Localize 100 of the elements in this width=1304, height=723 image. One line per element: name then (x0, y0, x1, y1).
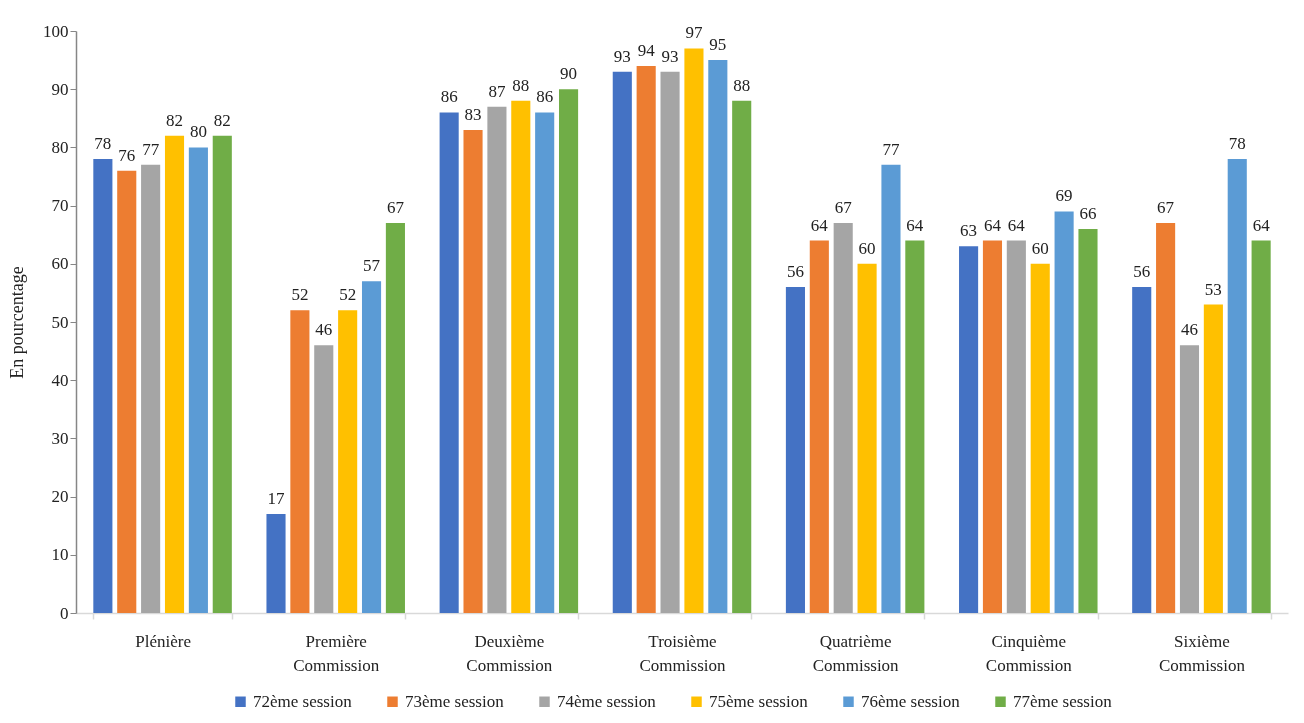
data-label: 57 (363, 256, 381, 276)
data-label: 83 (464, 104, 482, 124)
y-tick-label: 20 (51, 487, 69, 507)
x-tick-label: Deuxième Commission (466, 631, 553, 675)
data-label: 17 (267, 489, 286, 509)
data-label: 46 (315, 320, 333, 340)
y-tick-label: 60 (51, 254, 69, 274)
data-label: 95 (709, 35, 727, 55)
bar (982, 240, 1003, 613)
bar (1054, 211, 1074, 613)
data-label: 88 (512, 75, 530, 95)
y-axis-title: En pourcentage (7, 266, 27, 379)
bar (959, 246, 979, 613)
data-label: 53 (1204, 279, 1222, 299)
bar (785, 287, 805, 613)
data-label: 94 (637, 40, 656, 60)
bar (809, 240, 829, 613)
data-label: 63 (960, 221, 978, 241)
bar (141, 164, 161, 613)
data-label: 86 (440, 87, 458, 107)
data-label: 77 (882, 139, 900, 159)
data-label: 77 (142, 139, 160, 159)
data-label: 60 (858, 238, 876, 258)
bar (881, 164, 901, 613)
data-label: 46 (1180, 320, 1198, 340)
data-label: 56 (786, 262, 804, 282)
data-label: 78 (94, 134, 112, 154)
bar (439, 112, 459, 613)
bar (1156, 223, 1176, 613)
y-tick-label: 100 (43, 21, 69, 41)
bar (511, 100, 531, 613)
data-label: 64 (810, 215, 829, 235)
data-label: 60 (1031, 238, 1049, 258)
data-label: 93 (613, 46, 631, 66)
bar (535, 112, 555, 613)
data-label: 52 (339, 285, 357, 305)
data-label: 93 (661, 46, 679, 66)
y-tick-label: 90 (51, 79, 69, 99)
y-tick-label: 40 (51, 370, 69, 390)
bar (361, 281, 382, 613)
data-label: 67 (834, 198, 853, 218)
legend-label: 72ème session (253, 691, 353, 711)
data-label: 67 (1157, 198, 1175, 218)
y-tick-label: 0 (60, 603, 69, 623)
legend-label: 77ème session (1013, 691, 1113, 711)
bar (338, 310, 358, 613)
legend-label: 73ème session (405, 691, 505, 711)
data-label: 67 (386, 198, 405, 218)
bar (1227, 159, 1247, 613)
data-label: 80 (189, 122, 207, 142)
data-label: 97 (685, 23, 703, 43)
bar (1078, 228, 1098, 613)
x-tick-label: Plénière (135, 631, 191, 651)
y-tick-label: 70 (51, 196, 69, 216)
data-label: 90 (560, 64, 578, 84)
bar (1251, 240, 1271, 613)
bar (559, 89, 579, 613)
bar (660, 71, 680, 613)
y-tick-label: 30 (51, 428, 69, 448)
bar (314, 345, 334, 613)
data-label: 52 (291, 285, 309, 305)
data-label: 56 (1133, 262, 1151, 282)
bar (1203, 304, 1223, 613)
bar (487, 106, 507, 613)
legend-label: 74ème session (557, 691, 657, 711)
bar (684, 48, 704, 613)
data-label: 64 (906, 215, 924, 235)
x-tick-label: Quatrième Commission (812, 631, 900, 675)
bar (857, 263, 877, 613)
y-tick-label: 80 (51, 137, 69, 157)
data-label: 76 (118, 145, 136, 165)
bar (1132, 287, 1152, 613)
bar (905, 240, 925, 613)
bar (1179, 345, 1200, 613)
bar (164, 135, 185, 613)
bar (266, 514, 286, 613)
x-tick-label: Cinquième Commission (985, 631, 1073, 675)
bar (612, 71, 632, 613)
legend-label: 75ème session (709, 691, 809, 711)
bar (117, 170, 137, 613)
bar (732, 100, 752, 613)
bar (636, 65, 656, 613)
data-label: 78 (1228, 134, 1246, 154)
data-label: 66 (1079, 203, 1097, 223)
data-label: 64 (1252, 215, 1271, 235)
data-label: 64 (1007, 215, 1026, 235)
bar (93, 159, 113, 613)
bar (385, 223, 405, 613)
x-tick-label: Première Commission (293, 631, 380, 675)
y-tick-label: 10 (51, 545, 69, 565)
bar (463, 129, 483, 613)
bar (708, 60, 728, 613)
bar (833, 223, 853, 613)
bar (1030, 263, 1050, 613)
x-tick-label: Sixième Commission (1158, 631, 1246, 675)
bar (188, 147, 208, 613)
bar (290, 310, 310, 613)
data-label: 86 (536, 87, 554, 107)
legend-label: 76ème session (861, 691, 961, 711)
data-label: 69 (1055, 186, 1073, 206)
